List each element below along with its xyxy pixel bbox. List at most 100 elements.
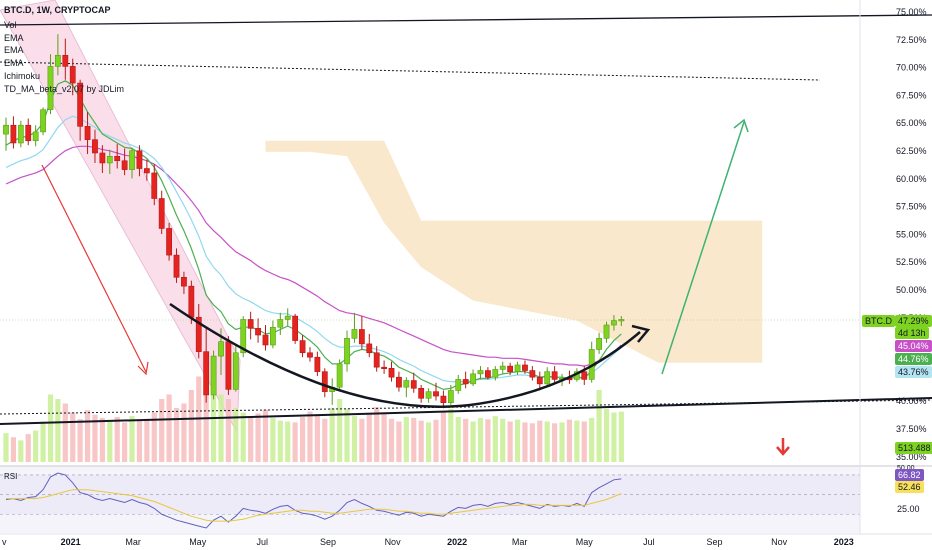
ema-slow-tag: 45.04% [895, 340, 932, 352]
red-marker-arrow-head [776, 446, 790, 456]
volume-bar [596, 390, 602, 462]
volume-bar [277, 420, 283, 462]
rsi-line [5, 472, 622, 529]
y-tick-label: 65.00% [896, 118, 927, 128]
volume-bar [248, 417, 254, 462]
x-tick-label: Sep [707, 537, 723, 547]
volume-bar [492, 416, 498, 462]
candle-body [181, 276, 187, 287]
y-tick-label: 67.50% [896, 90, 927, 100]
indicator-ema-2[interactable]: EMA [4, 45, 24, 55]
volume-bar [203, 367, 209, 462]
y-tick-label: 62.50% [896, 146, 927, 156]
y-tick-label: 72.50% [896, 35, 927, 45]
indicator-ema-3[interactable]: EMA [4, 58, 24, 68]
candle-body [195, 316, 202, 352]
volume-bar [388, 418, 395, 462]
ema-fast-tag: 43.76% [895, 366, 932, 378]
y-tick-label: 40.00% [896, 396, 927, 406]
x-tick-label: 2023 [834, 537, 854, 547]
candle-body [433, 391, 439, 397]
candle-body [514, 364, 521, 372]
y-tick-label: 52.50% [896, 257, 927, 267]
candle-body [47, 66, 54, 110]
volume-bar [359, 418, 365, 462]
candle-body [603, 324, 610, 339]
candle-body [77, 82, 84, 127]
volume-bar [529, 423, 535, 462]
symbol-header[interactable]: BTC.D, 1W, CRYPTOCAP [4, 5, 111, 15]
green-up-arrow [661, 121, 745, 375]
rsi-ma-line [6, 489, 622, 522]
candle-body [84, 126, 91, 140]
candle-body [210, 355, 217, 396]
candle-body [299, 340, 306, 354]
rsi-tick-label: 25.00 [897, 504, 920, 514]
indicator-ema-1[interactable]: EMA [4, 33, 24, 43]
red-down-arrow-head [137, 361, 149, 376]
volume-tag: 513.488 [895, 442, 932, 454]
volume-bar [396, 421, 402, 462]
volume-bar [455, 417, 461, 462]
candle-body [136, 150, 143, 169]
upper-trendline [0, 14, 932, 26]
candle-body [522, 364, 528, 371]
rsi-label[interactable]: RSI [4, 472, 18, 481]
candle-body [477, 370, 484, 375]
x-tick-label: May [576, 537, 594, 547]
volume-bar [129, 416, 135, 462]
volume-bar [188, 390, 194, 462]
candle-body [292, 315, 299, 341]
candle-body [425, 391, 432, 399]
candle-body [618, 319, 625, 322]
y-tick-label: 50.00% [896, 285, 927, 295]
candle-body [470, 373, 476, 385]
indicator-ichimoku[interactable]: Ichimoku [4, 71, 41, 81]
candle-body [321, 371, 328, 392]
indicator-vol[interactable]: Vol [4, 20, 17, 30]
ema-mid-line [5, 115, 622, 383]
volume-bar [581, 421, 587, 462]
red-down-arrow [41, 164, 147, 373]
candle-body [492, 369, 499, 378]
x-tick-label: Nov [771, 537, 788, 547]
candle-body [247, 319, 254, 329]
candle-body [507, 365, 514, 372]
candle-body [218, 341, 224, 357]
candle-body [396, 376, 402, 388]
volume-bar [544, 421, 550, 462]
volume-bar [151, 412, 157, 462]
candle-body [17, 124, 24, 144]
candle-body [314, 356, 321, 372]
x-tick-label: 2022 [447, 537, 467, 547]
volume-bar [500, 418, 506, 462]
volume-bar [84, 410, 91, 462]
volume-bar [18, 440, 24, 462]
volume-bar [299, 417, 306, 462]
volume-bar [566, 419, 573, 462]
volume-bar [433, 419, 439, 462]
volume-bar [559, 422, 565, 462]
volume-bar [611, 412, 617, 462]
candle-body [240, 319, 247, 354]
volume-bar [603, 408, 610, 462]
volume-bar [77, 419, 83, 462]
volume-bar [470, 421, 476, 462]
volume-bar [62, 403, 68, 462]
volume-bar [55, 399, 61, 462]
down-channel [0, 0, 241, 434]
volume-bar [99, 417, 105, 462]
candle-body [121, 160, 128, 170]
candle-body [418, 387, 425, 399]
candle-body [366, 343, 373, 354]
indicator-td-ma[interactable]: TD_MA_beta_v2.07 by JDLim [4, 84, 125, 94]
volume-bar [92, 414, 98, 462]
rsi-ma-tag: 52.46 [895, 481, 924, 493]
volume-bar [114, 417, 120, 462]
curved-arrow-head [631, 324, 651, 343]
rsi-pane [0, 465, 932, 533]
candle-body [188, 285, 195, 318]
